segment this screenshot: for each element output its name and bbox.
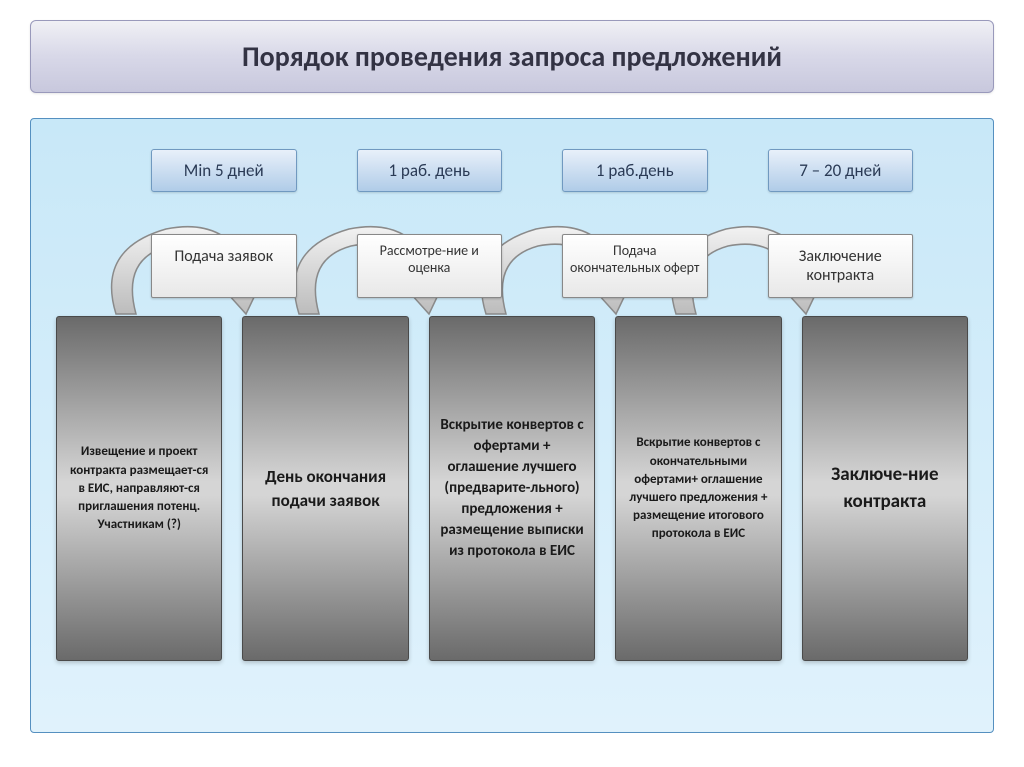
- page-title: Порядок проведения запроса предложений: [51, 39, 973, 74]
- duration-box-1: 1 раб. день: [357, 149, 503, 192]
- hover-box-3: Заключение контракта: [768, 234, 914, 298]
- hover-row: Подача заявок Рассмотре-ние и оценка Под…: [56, 234, 968, 298]
- page-container: Порядок проведения запроса предложений M…: [0, 0, 1024, 767]
- columns-row: Извещение и проект контракта размещает-с…: [56, 316, 968, 661]
- column-2: Вскрытие конвертов с офертами + оглашени…: [429, 316, 595, 661]
- main-panel: Min 5 дней 1 раб. день 1 раб.день 7 – 20…: [30, 118, 994, 733]
- hover-box-1: Рассмотре-ние и оценка: [357, 234, 503, 298]
- duration-box-0: Min 5 дней: [151, 149, 297, 192]
- hover-box-2: Подача окончательных оферт: [562, 234, 708, 298]
- hover-box-0: Подача заявок: [151, 234, 297, 298]
- column-3: Вскрытие конвертов с окончательными офер…: [615, 316, 781, 661]
- column-0: Извещение и проект контракта размещает-с…: [56, 316, 222, 661]
- column-4: Заключе-ние контракта: [802, 316, 968, 661]
- column-1: День окончания подачи заявок: [242, 316, 408, 661]
- duration-box-2: 1 раб.день: [562, 149, 708, 192]
- duration-box-3: 7 – 20 дней: [768, 149, 914, 192]
- title-bar: Порядок проведения запроса предложений: [30, 20, 994, 93]
- duration-row: Min 5 дней 1 раб. день 1 раб.день 7 – 20…: [56, 149, 968, 192]
